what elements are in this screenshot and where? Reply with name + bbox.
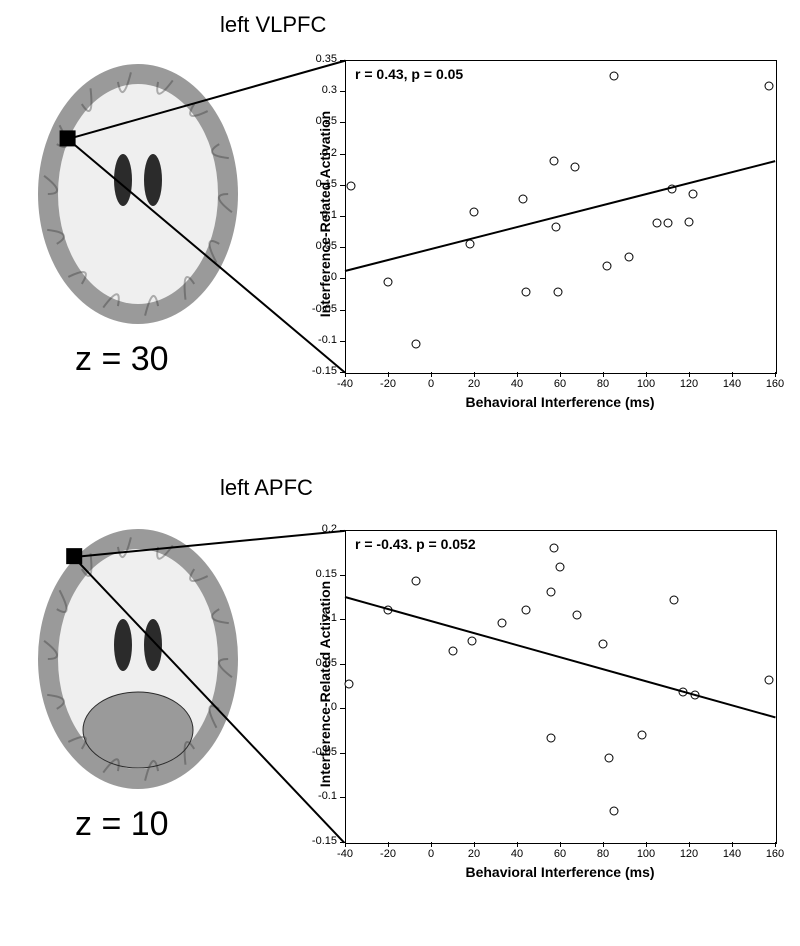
y-tick: 0.15 xyxy=(297,568,337,580)
brain-slice xyxy=(28,520,248,798)
scatter-plot xyxy=(345,60,777,374)
data-point xyxy=(573,610,582,619)
x-tick: 100 xyxy=(631,378,661,390)
x-tick: -20 xyxy=(373,848,403,860)
y-tick: 0.15 xyxy=(297,178,337,190)
data-point xyxy=(764,82,773,91)
z-coordinate-label: z = 30 xyxy=(75,340,169,379)
x-tick: 40 xyxy=(502,378,532,390)
x-tick: 140 xyxy=(717,848,747,860)
data-point xyxy=(624,252,633,261)
x-tick: 140 xyxy=(717,378,747,390)
x-tick: -40 xyxy=(330,378,360,390)
scatter-plot xyxy=(345,530,777,844)
x-tick: 40 xyxy=(502,848,532,860)
x-tick: 100 xyxy=(631,848,661,860)
x-tick: -20 xyxy=(373,378,403,390)
data-point xyxy=(685,218,694,227)
data-point xyxy=(689,190,698,199)
data-point xyxy=(663,219,672,228)
y-tick: -0.15 xyxy=(297,365,337,377)
x-tick: -40 xyxy=(330,848,360,860)
panel-title: left APFC xyxy=(220,475,313,501)
data-point xyxy=(605,754,614,763)
data-point xyxy=(547,588,556,597)
y-axis-label: Interference-Related Activation xyxy=(317,574,333,794)
x-tick: 160 xyxy=(760,848,790,860)
y-tick: 0 xyxy=(297,701,337,713)
data-point xyxy=(556,563,565,572)
x-tick: 20 xyxy=(459,848,489,860)
x-tick: 0 xyxy=(416,848,446,860)
y-tick: 0.1 xyxy=(297,209,337,221)
y-tick: 0.3 xyxy=(297,84,337,96)
data-point xyxy=(547,733,556,742)
y-tick: 0.05 xyxy=(297,657,337,669)
data-point xyxy=(411,576,420,585)
y-tick: 0.25 xyxy=(297,115,337,127)
x-tick: 120 xyxy=(674,378,704,390)
data-point xyxy=(609,806,618,815)
x-tick: 20 xyxy=(459,378,489,390)
figure-page: left VLPFC z = 30 Interference-Related Act… xyxy=(0,0,800,946)
x-axis-label: Behavioral Interference (ms) xyxy=(345,394,775,410)
data-point xyxy=(652,219,661,228)
data-point xyxy=(384,277,393,286)
y-tick: 0.2 xyxy=(297,147,337,159)
data-point xyxy=(521,288,530,297)
y-tick: -0.05 xyxy=(297,746,337,758)
data-point xyxy=(345,680,354,689)
x-tick: 60 xyxy=(545,378,575,390)
data-point xyxy=(603,261,612,270)
x-tick: 80 xyxy=(588,848,618,860)
data-point xyxy=(519,194,528,203)
correlation-stat: r = -0.43. p = 0.052 xyxy=(355,536,476,552)
y-tick: 0 xyxy=(297,271,337,283)
data-point xyxy=(571,163,580,172)
x-tick: 0 xyxy=(416,378,446,390)
y-tick: -0.15 xyxy=(297,835,337,847)
correlation-stat: r = 0.43, p = 0.05 xyxy=(355,66,463,82)
data-point xyxy=(467,637,476,646)
data-point xyxy=(347,182,356,191)
y-tick: 0.05 xyxy=(297,240,337,252)
data-point xyxy=(599,640,608,649)
x-tick: 120 xyxy=(674,848,704,860)
z-coordinate-label: z = 10 xyxy=(75,805,169,844)
data-point xyxy=(764,675,773,684)
data-point xyxy=(497,618,506,627)
data-point xyxy=(521,606,530,615)
data-point xyxy=(448,647,457,656)
x-axis-label: Behavioral Interference (ms) xyxy=(345,864,775,880)
x-tick: 160 xyxy=(760,378,790,390)
data-point xyxy=(411,339,420,348)
data-point xyxy=(637,731,646,740)
data-point xyxy=(549,157,558,166)
y-tick: 0.1 xyxy=(297,612,337,624)
x-tick: 60 xyxy=(545,848,575,860)
data-point xyxy=(549,543,558,552)
x-tick: 80 xyxy=(588,378,618,390)
data-point xyxy=(470,207,479,216)
data-point xyxy=(553,288,562,297)
y-tick: -0.05 xyxy=(297,303,337,315)
data-point xyxy=(551,223,560,232)
panel-title: left VLPFC xyxy=(220,12,326,38)
data-point xyxy=(669,595,678,604)
data-point xyxy=(609,71,618,80)
